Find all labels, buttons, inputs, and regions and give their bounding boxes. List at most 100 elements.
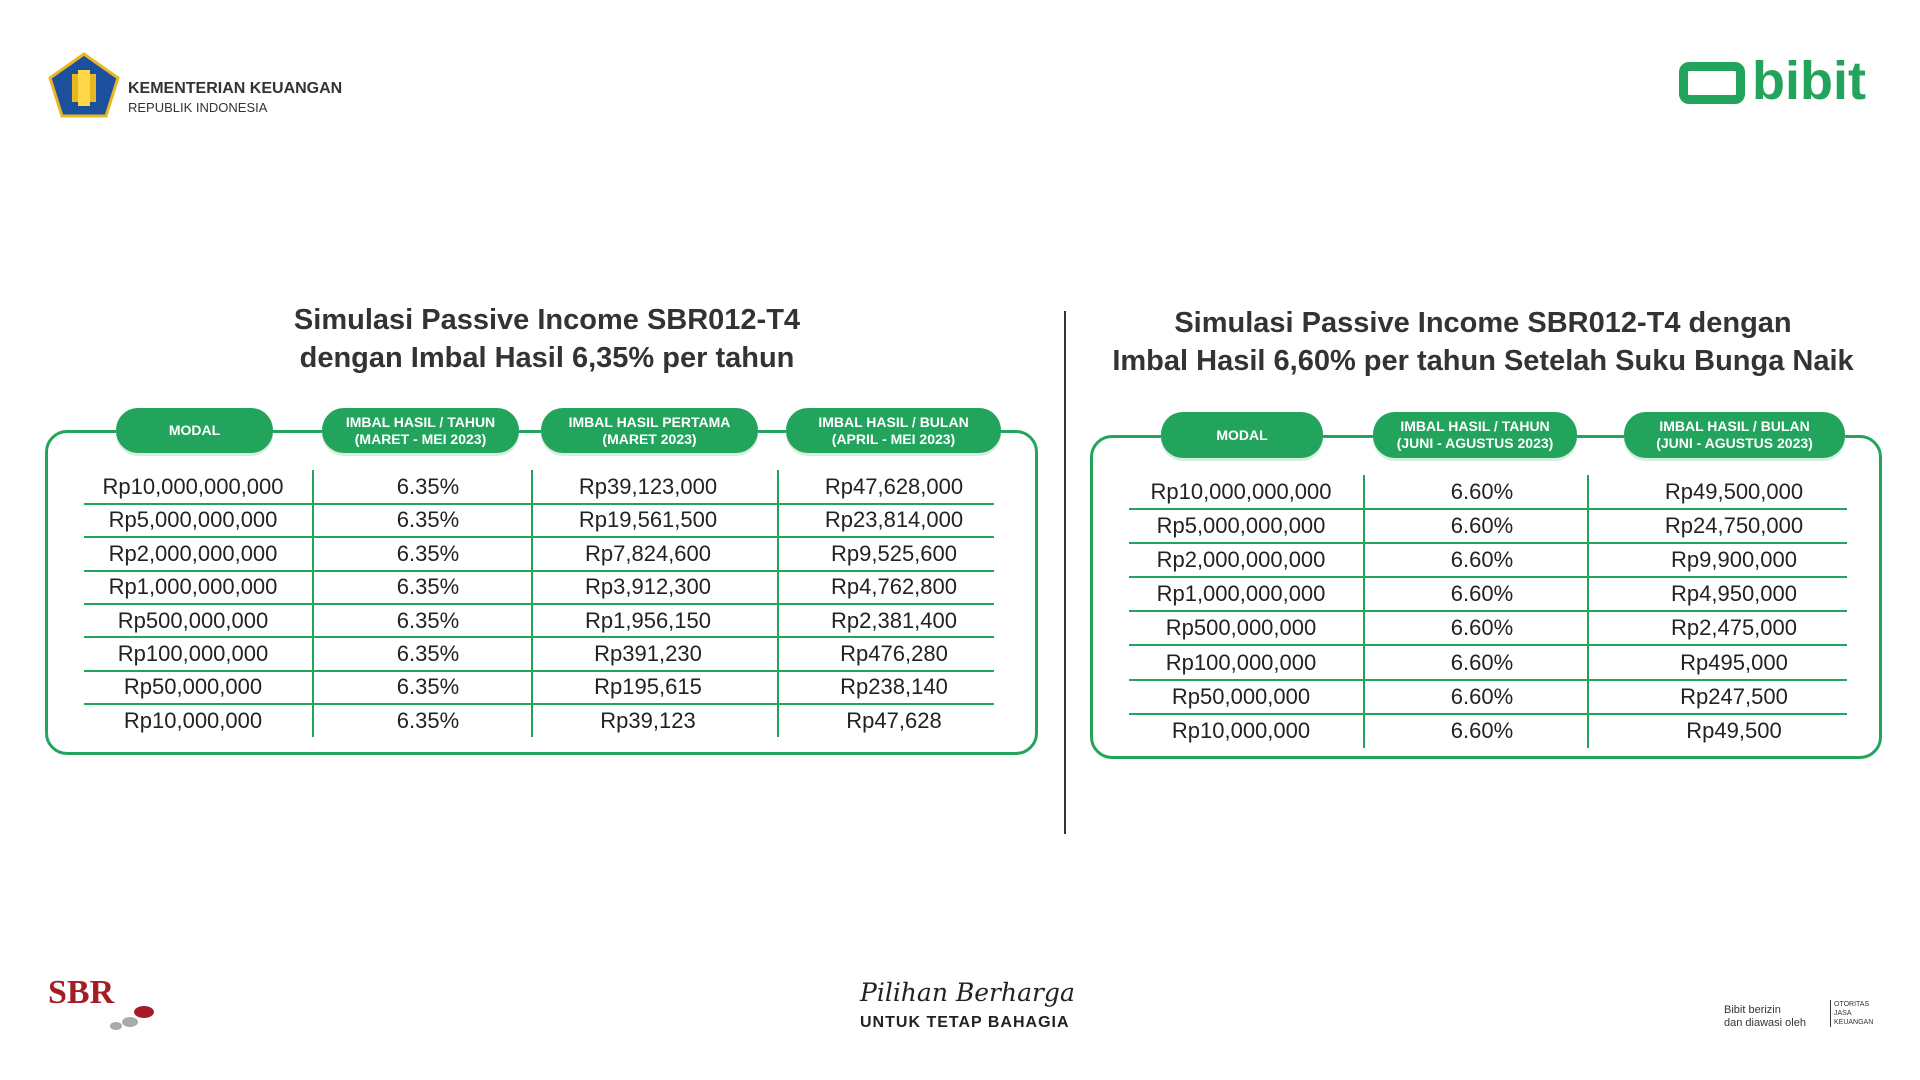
column-header-line: (MARET 2023) <box>602 430 697 447</box>
table-cell: Rp2,475,000 <box>1671 615 1797 641</box>
table-cell: Rp2,381,400 <box>831 607 957 633</box>
table-cell: Rp2,000,000,000 <box>1156 547 1326 573</box>
table-cell: Rp10,000,000 <box>1171 717 1311 743</box>
table-cell: 6.35% <box>396 574 460 600</box>
table-cell: Rp47,628 <box>846 707 942 733</box>
ministry-sub: REPUBLIK INDONESIA <box>128 100 268 115</box>
column-header-line: (JUNI - AGUSTUS 2023) <box>1656 435 1813 451</box>
table-cell: 6.35% <box>396 707 460 733</box>
ojk-line: OTORITAS <box>1834 1001 1870 1008</box>
row-divider <box>84 569 994 572</box>
table-cell: Rp1,000,000,000 <box>1156 581 1326 607</box>
table-cell: Rp4,950,000 <box>1671 581 1797 607</box>
row-divider <box>1129 678 1847 681</box>
column-header: IMBAL HASIL / TAHUN (MARET - MEI 2023) <box>322 408 519 453</box>
table-cell: Rp2,000,000,000 <box>108 540 278 566</box>
column-header: MODAL <box>1161 412 1323 458</box>
table-cell: Rp7,824,600 <box>585 540 711 566</box>
ministry-emblem <box>48 52 120 118</box>
column-header-line: IMBAL HASIL / TAHUN <box>1400 418 1550 434</box>
row-divider <box>84 703 994 706</box>
table-cell: 6.35% <box>396 507 460 533</box>
table-cell: Rp5,000,000,000 <box>1156 513 1326 539</box>
table-cell: Rp100,000,000 <box>1165 649 1317 675</box>
table-cell: 6.60% <box>1450 479 1514 504</box>
column-header: IMBAL HASIL / BULAN (APRIL - MEI 2023) <box>786 408 1001 453</box>
column-header-line: (JUNI - AGUSTUS 2023) <box>1396 435 1554 451</box>
brand-icon <box>1679 62 1745 104</box>
row-divider <box>1129 508 1847 511</box>
column-header-line: IMBAL HASIL PERTAMA <box>568 413 731 430</box>
ojk-line: KEUANGAN <box>1834 1019 1874 1026</box>
column-header-line: (APRIL - MEI 2023) <box>831 430 956 447</box>
row-divider <box>84 602 994 605</box>
column-header-line: MODAL <box>1216 426 1268 443</box>
regulated: Bibit berizin dan diawasi oleh <box>1724 1004 1806 1030</box>
table-cell: Rp47,628,000 <box>824 474 964 499</box>
table-cell: Rp24,750,000 <box>1664 513 1804 539</box>
row-divider <box>84 636 994 639</box>
table-cell: Rp10,000,000,000 <box>102 474 284 499</box>
row-divider <box>84 536 994 539</box>
table-cell: Rp4,762,800 <box>831 574 957 600</box>
table-title: dengan Imbal Hasil 6,35% per tahun <box>299 342 795 374</box>
table-cell: Rp10,000,000 <box>123 707 263 733</box>
column-header: IMBAL HASIL / BULAN (JUNI - AGUSTUS 2023) <box>1624 412 1845 458</box>
row-divider <box>1129 542 1847 545</box>
row-divider <box>1129 712 1847 715</box>
table-cell: Rp195,615 <box>594 674 702 700</box>
divider <box>1064 311 1066 834</box>
regulated-line: Bibit berizin <box>1724 1004 1781 1016</box>
table-cell: Rp495,000 <box>1680 649 1788 675</box>
table-cell: Rp3,912,300 <box>585 574 711 600</box>
table-cell: 6.60% <box>1450 547 1514 573</box>
table-cell: Rp5,000,000,000 <box>108 507 278 533</box>
tagline: Pilihan Berharga <box>860 978 1075 1007</box>
table-cell: 6.60% <box>1450 615 1514 641</box>
column-header: MODAL <box>116 408 273 453</box>
brand-name: bibit <box>1752 51 1866 111</box>
row-divider <box>84 502 994 505</box>
table-cell: Rp1,000,000,000 <box>108 574 278 600</box>
table-cell: 6.60% <box>1450 649 1514 675</box>
table-cell: Rp39,123,000 <box>578 474 718 499</box>
table-cell: 6.35% <box>396 474 460 499</box>
row-divider <box>1129 644 1847 647</box>
table-cell: Rp238,140 <box>840 674 948 700</box>
column-header-line: (MARET - MEI 2023) <box>354 430 487 447</box>
table-cell: Rp247,500 <box>1680 683 1788 709</box>
ojk-line: JASA <box>1834 1010 1852 1017</box>
table-cell: Rp1,956,150 <box>585 607 711 633</box>
table-cell: 6.35% <box>396 540 460 566</box>
table-cell: 6.35% <box>396 674 460 700</box>
table-cell: 6.60% <box>1450 683 1514 709</box>
row-divider <box>1129 576 1847 579</box>
table-cell: Rp391,230 <box>594 641 702 666</box>
table-cell: Rp19,561,500 <box>578 507 718 533</box>
table-cell: Rp9,525,600 <box>831 540 957 566</box>
column-header: IMBAL HASIL / TAHUN (JUNI - AGUSTUS 2023) <box>1373 412 1577 458</box>
table-cell: 6.35% <box>396 607 460 633</box>
sbr-logo: SBR <box>48 974 115 1011</box>
ministry-logo <box>48 52 120 118</box>
table-cell: 6.60% <box>1450 717 1514 743</box>
table-title: Simulasi Passive Income SBR012-T4 <box>293 304 801 336</box>
row-divider <box>84 669 994 672</box>
regulated-line: dan diawasi oleh <box>1724 1017 1806 1029</box>
table-cell: Rp39,123 <box>600 707 696 733</box>
table-cell: Rp476,280 <box>840 641 948 666</box>
table-title: Imbal Hasil 6,60% per tahun Setelah Suku… <box>1112 345 1854 377</box>
table-cell: Rp49,500,000 <box>1664 479 1804 504</box>
table-cell: Rp49,500 <box>1686 717 1782 743</box>
table-cell: Rp100,000,000 <box>117 641 269 666</box>
table-cell: Rp50,000,000 <box>123 674 263 700</box>
column-header-line: IMBAL HASIL / TAHUN <box>345 413 496 430</box>
sbr-dots <box>100 1004 156 1030</box>
table-cell: 6.60% <box>1450 581 1514 607</box>
table-cell: Rp500,000,000 <box>1165 615 1317 641</box>
ministry-name: KEMENTERIAN KEUANGAN <box>128 80 343 97</box>
table-cell: Rp23,814,000 <box>824 507 964 533</box>
table-cell: 6.35% <box>396 641 460 666</box>
row-divider <box>1129 610 1847 613</box>
